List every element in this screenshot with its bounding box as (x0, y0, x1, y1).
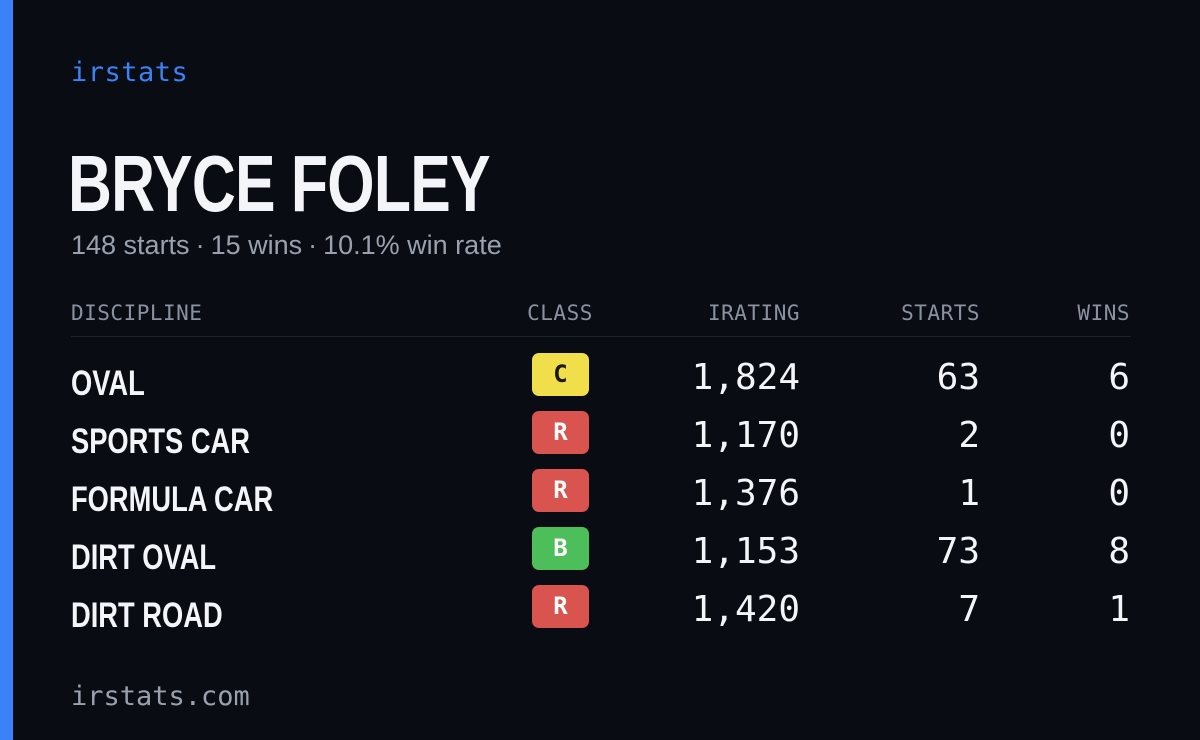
accent-bar (0, 0, 13, 740)
table-row: FORMULA CAR R 1,376 1 0 (71, 467, 1131, 525)
header-class: CLASS (527, 301, 593, 325)
wins-summary: 15 wins (210, 230, 303, 260)
table-row: SPORTS CAR R 1,170 2 0 (71, 409, 1131, 467)
irating-value: 1,376 (691, 473, 800, 514)
summary-separator: · (195, 230, 205, 260)
win-rate-summary: 10.1% win rate (323, 230, 502, 260)
starts-value: 63 (936, 357, 980, 398)
discipline-name: DIRT ROAD (71, 596, 223, 635)
footer-site-url: irstats.com (71, 681, 250, 712)
table-row: DIRT ROAD R 1,420 7 1 (71, 583, 1131, 641)
discipline-name: FORMULA CAR (71, 480, 274, 519)
wins-value: 8 (1108, 531, 1130, 572)
table-body: OVAL C 1,824 63 6 SPORTS CAR R 1,170 2 0… (71, 351, 1131, 641)
wins-value: 0 (1108, 473, 1130, 514)
irating-value: 1,153 (691, 531, 800, 572)
license-class-badge: B (532, 527, 589, 570)
wins-value: 6 (1108, 357, 1130, 398)
license-class-badge: R (532, 469, 589, 512)
player-summary: 148 starts · 15 wins · 10.1% win rate (71, 228, 502, 262)
starts-summary: 148 starts (71, 230, 190, 260)
discipline-name: SPORTS CAR (71, 422, 250, 461)
discipline-stats-table: DISCIPLINE CLASS IRATING STARTS WINS OVA… (71, 298, 1131, 641)
starts-value: 7 (958, 589, 980, 630)
table-header: DISCIPLINE CLASS IRATING STARTS WINS (71, 298, 1131, 337)
table-row: DIRT OVAL B 1,153 73 8 (71, 525, 1131, 583)
player-name: BRYCE FOLEY (68, 139, 491, 228)
summary-separator: · (308, 230, 318, 260)
discipline-name: DIRT OVAL (71, 538, 217, 577)
irating-value: 1,420 (691, 589, 800, 630)
license-class-badge: C (532, 353, 589, 396)
wins-value: 1 (1108, 589, 1130, 630)
starts-value: 73 (936, 531, 980, 572)
license-class-badge: R (532, 585, 589, 628)
starts-value: 1 (958, 473, 980, 514)
irating-value: 1,824 (691, 357, 800, 398)
header-discipline: DISCIPLINE (71, 301, 203, 325)
wins-value: 0 (1108, 415, 1130, 456)
discipline-name: OVAL (71, 364, 145, 403)
header-wins: WINS (1077, 301, 1130, 325)
table-row: OVAL C 1,824 63 6 (71, 351, 1131, 409)
header-irating: IRATING (707, 301, 800, 325)
header-starts: STARTS (901, 301, 980, 325)
irating-value: 1,170 (691, 415, 800, 456)
license-class-badge: R (532, 411, 589, 454)
starts-value: 2 (958, 415, 980, 456)
brand-logo-text: irstats (71, 57, 189, 88)
